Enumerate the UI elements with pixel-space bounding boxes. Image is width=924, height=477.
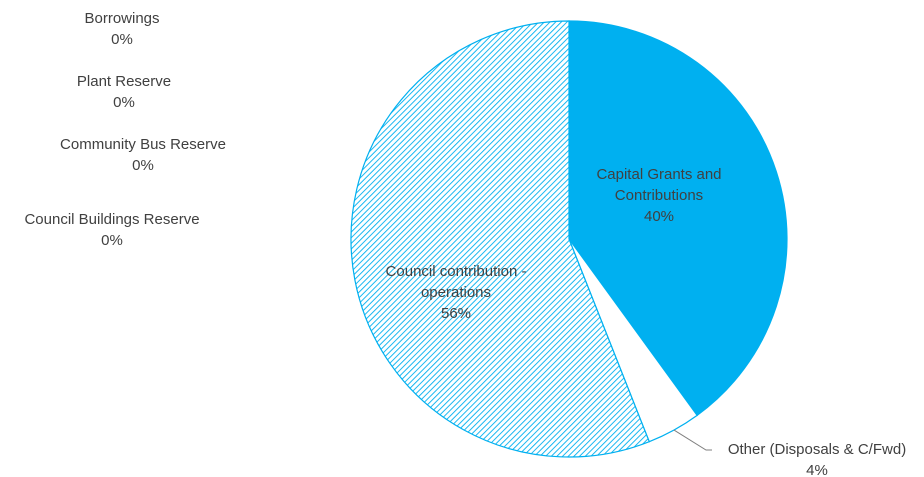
data-label-community-bus-reserve: Community Bus Reserve 0% xyxy=(60,136,226,174)
pie-slice-capital-grants-and-contributions xyxy=(568,20,788,417)
data-label-borrowings: Borrowings 0% xyxy=(84,10,159,48)
pie-slice-council-contribution-operations xyxy=(350,20,651,458)
data-label-council-contribution-operations: Council contribution -operations 56% xyxy=(386,263,527,322)
data-label-council-buildings-reserve: Council Buildings Reserve 0% xyxy=(24,211,199,249)
leader-line xyxy=(673,429,712,451)
pie-slices xyxy=(350,20,788,458)
data-label-plant-reserve: Plant Reserve 0% xyxy=(77,73,171,111)
data-label-capital-grants-and-contributions: Capital Grants and Contributions 40% xyxy=(596,166,721,225)
pie-labels: Capital Grants and Contributions 40% Other … xyxy=(24,10,906,477)
data-label-other-disposals-c-fwd: Other (Disposals & C/Fwd) 4% xyxy=(728,441,906,477)
